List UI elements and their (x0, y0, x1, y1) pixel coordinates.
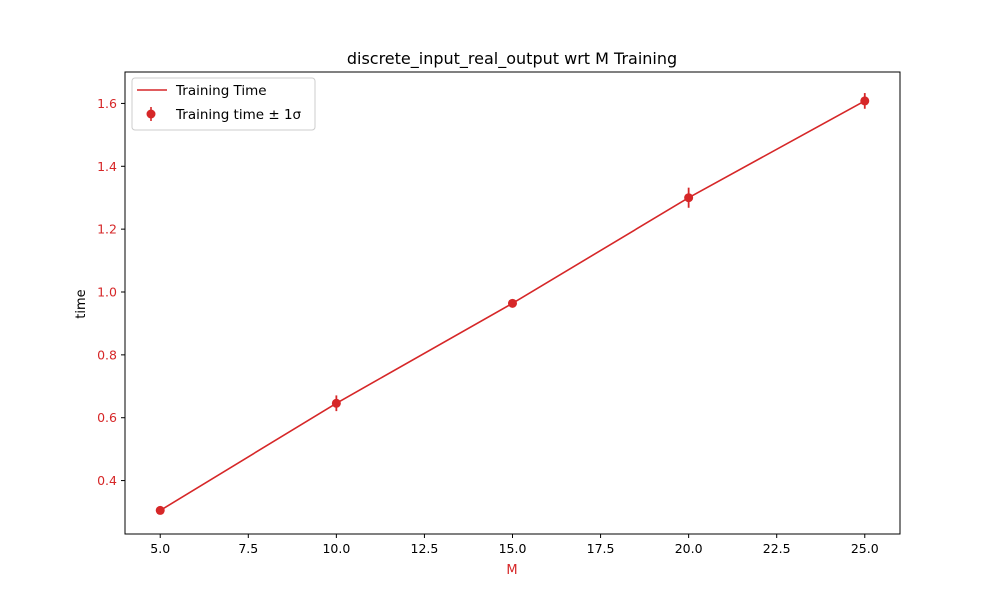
data-point (155, 505, 165, 515)
x-axis-label: M (506, 563, 517, 578)
series-layer (155, 93, 870, 515)
y-tick-label: 1.6 (97, 96, 117, 111)
data-point (684, 193, 694, 203)
data-point (860, 96, 870, 106)
y-tick-label: 0.4 (97, 473, 117, 488)
legend-marker-swatch (146, 109, 156, 119)
x-tick-label: 25.0 (851, 541, 879, 556)
x-tick-label: 12.5 (411, 541, 439, 556)
y-tick-label: 1.2 (97, 222, 117, 237)
y-tick-label: 1.0 (97, 285, 117, 300)
legend-entry-training-time: Training Time (175, 83, 267, 99)
y-axis-label: time (74, 289, 89, 318)
x-tick-label: 17.5 (587, 541, 615, 556)
data-point (331, 398, 341, 408)
y-tick-label: 0.6 (97, 410, 117, 425)
x-tick-label: 5.0 (150, 541, 170, 556)
legend: Training Time Training time ± 1σ (131, 77, 316, 131)
x-tick-label: 7.5 (238, 541, 258, 556)
plot-area: 5.0 7.5 10.0 12.5 15.0 17.5 20.0 22.5 25.0 0.40.… (97, 71, 901, 556)
legend-frame (131, 77, 316, 131)
x-tick-label: 20.0 (675, 541, 703, 556)
data-point (508, 298, 517, 308)
x-tick-label: 15.0 (499, 541, 527, 556)
x-tick-label: 10.0 (322, 541, 350, 556)
chart-title: discrete_input_real_output wrt M Trainin… (347, 49, 677, 69)
y-tick-label: 0.8 (97, 347, 117, 362)
y-axis-ticks: 0.4 0.6 0.8 1.0 1.2 1.4 1.6 (97, 96, 125, 488)
x-tick-label: 22.5 (763, 541, 791, 556)
y-tick-label: 1.4 (97, 159, 117, 174)
legend-entry-training-time-sigma: Training time ± 1σ (175, 107, 302, 123)
x-axis-ticks: 5.0 7.5 10.0 12.5 15.0 17.5 20.0 22.5 25.0 (150, 534, 879, 556)
